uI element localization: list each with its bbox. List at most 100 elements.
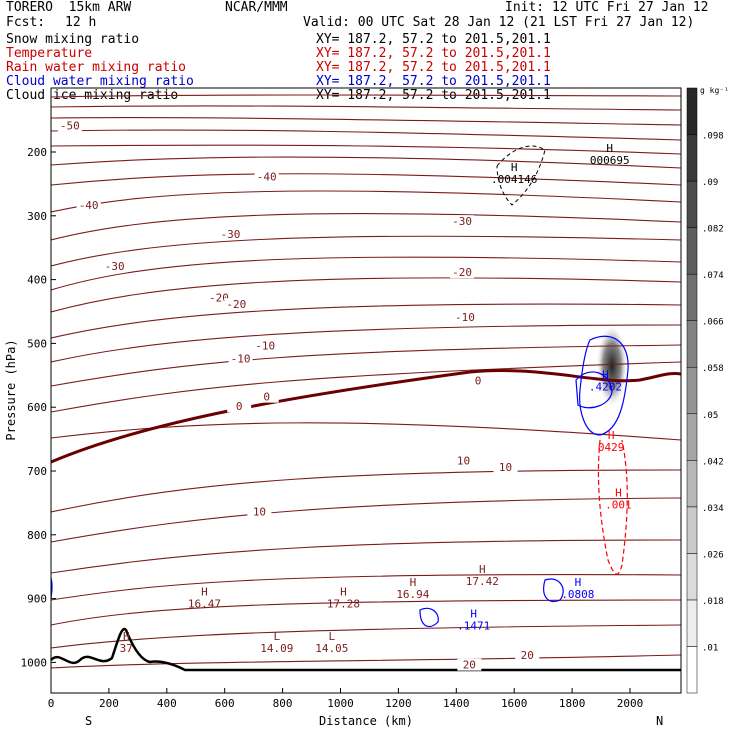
isotherm-label: -10: [255, 340, 275, 353]
cloud-water-contour: [575, 371, 613, 409]
extremum-marker: H: [410, 576, 417, 589]
isotherm-line: [51, 116, 681, 126]
isotherm-label: -10: [455, 311, 475, 324]
legend-temperature: Temperature: [6, 46, 93, 61]
extremum-value: 37: [120, 642, 133, 655]
extremum-value: 14.09: [260, 642, 293, 655]
isotherm-line: [51, 256, 681, 291]
isotherm-label-bg: [218, 227, 243, 240]
isotherm-label: -20: [209, 292, 229, 305]
colorbar-label: .066: [702, 318, 724, 328]
fcst-value: 12 h: [65, 15, 97, 30]
x-tick-label: 1200: [385, 697, 412, 710]
isotherm-label: 10: [253, 505, 266, 518]
colorbar-segment: [686, 646, 698, 694]
colorbar-segment: [686, 553, 698, 601]
extremum-value: 16.47: [188, 597, 221, 610]
isotherm-line: [51, 105, 681, 111]
extremum-value: 000695: [590, 154, 630, 167]
isotherm-label: 10: [499, 461, 512, 474]
isotherm-label-bg: [466, 374, 491, 387]
colorbar-segment: [686, 320, 698, 368]
isotherm-label: -40: [257, 171, 277, 184]
isotherm-line: [51, 344, 681, 387]
isotherm-label: -20: [452, 266, 472, 279]
colorbar-label: .01: [702, 643, 718, 653]
isotherm-label-bg: [224, 298, 249, 311]
x-tick-label: 0: [48, 697, 55, 710]
legend-snow: Snow mixing ratio: [6, 32, 140, 47]
extremum-value: 17.28: [327, 597, 360, 610]
extremum-value: 17.42: [466, 575, 499, 588]
extremum-value: .0808: [561, 588, 594, 601]
cloud-water-contour: [543, 578, 564, 603]
legend-cloud-water-xy: XY= 187.2, 57.2 to 201.5,201.1: [316, 74, 551, 89]
terrain-profile: [50, 627, 681, 672]
fcst-label: Fcst:: [6, 15, 46, 30]
isotherm-label: -10: [231, 352, 251, 365]
isotherm-label-bg: [450, 266, 475, 279]
legend-temperature-xy: XY= 187.2, 57.2 to 201.5,201.1: [316, 46, 551, 61]
isotherm-label: 0: [475, 375, 482, 388]
colorbar-label: .098: [702, 132, 724, 142]
y-tick-label: 500: [27, 337, 47, 350]
extremum-marker: H: [575, 576, 582, 589]
isotherm-line: [51, 190, 681, 213]
y-tick-label: 700: [27, 465, 47, 478]
isotherm-label: 20: [463, 659, 476, 672]
isotherm-label-bg: [102, 259, 127, 272]
cloud-water-contour: [419, 607, 439, 628]
colorbar-segment: [686, 366, 698, 415]
extremum-value: .001: [605, 499, 632, 512]
isotherm-line: [51, 94, 681, 98]
extremum-value: .1471: [457, 620, 490, 633]
valid-time: Valid: 00 UTC Sat 28 Jan 12 (21 LST Fri …: [303, 15, 695, 30]
extremum-marker: H: [479, 563, 486, 576]
isotherm-label: 0: [263, 391, 270, 404]
init-time: Init: 12 UTC Fri 27 Jan 12: [505, 0, 709, 15]
isotherm-label: -50: [60, 119, 80, 132]
y-tick-label: 400: [27, 274, 47, 287]
legend-cloud-water: Cloud water mixing ratio: [6, 74, 194, 89]
legend-snow-xy: XY= 187.2, 57.2 to 201.5,201.1: [316, 32, 551, 47]
freezing-isotherm: [51, 369, 681, 464]
isotherm-line: [51, 277, 681, 313]
isotherm-line: [51, 361, 681, 413]
isotherm-label: -30: [221, 228, 241, 241]
isotherm-line: [51, 144, 681, 155]
isotherm-label-bg: [452, 310, 477, 323]
isotherm-label-bg: [254, 170, 279, 183]
extremum-marker: H: [511, 161, 518, 174]
colorbar-unit: g kg⁻¹: [700, 86, 729, 95]
y-tick-label: 200: [27, 146, 47, 159]
colorbar-segment: [686, 413, 698, 461]
isotherm-line: [51, 213, 681, 241]
extremum-marker: L: [329, 630, 336, 643]
isotherm-line: [51, 469, 681, 513]
colorbar-segment: [686, 273, 698, 321]
colorbar-label: .034: [702, 504, 724, 514]
colorbar-segment: [686, 460, 698, 508]
colorbar-segment: [686, 134, 698, 182]
colorbar-segment: [686, 180, 698, 228]
north-label: N: [656, 714, 663, 728]
isotherm-label: -20: [226, 298, 246, 311]
colorbar-label: .018: [702, 597, 724, 607]
model-title: TORERO 15km ARW: [6, 0, 132, 15]
isotherm-line: [51, 324, 681, 363]
center-label: NCAR/MMM: [225, 0, 288, 15]
y-axis-title: Pressure (hPa): [4, 339, 18, 440]
y-tick-label: 800: [27, 529, 47, 542]
isotherm-label-bg: [227, 400, 252, 413]
isotherm-line: [51, 497, 681, 543]
south-label: S: [85, 714, 92, 728]
x-tick-label: 200: [99, 697, 119, 710]
x-tick-label: 400: [157, 697, 177, 710]
extremum-marker: L: [273, 630, 280, 643]
extremum-value: 16.94: [396, 588, 429, 601]
isotherm-line: [51, 599, 681, 626]
isotherm-line: [51, 129, 681, 141]
y-tick-label: 600: [27, 401, 47, 414]
extremum-value: 14.05: [315, 642, 348, 655]
colorbar-label: .042: [702, 457, 724, 467]
